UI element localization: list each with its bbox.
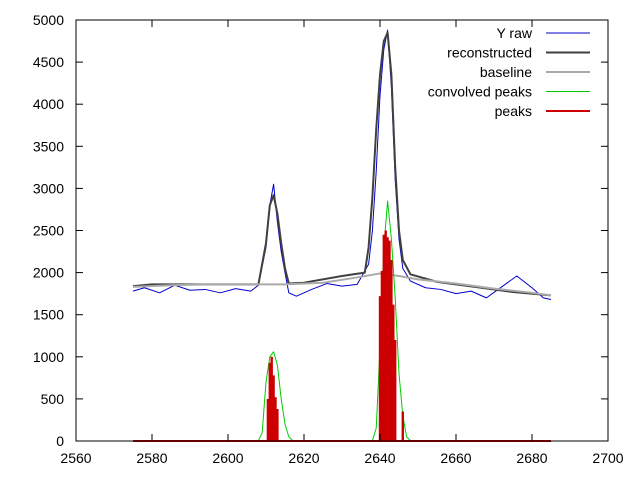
y-tick-label: 1000 — [33, 349, 64, 365]
axes: 2560 2580 2600 2620 2640 2660 2680 2700 0 500 1000… — [33, 12, 624, 466]
series-reconstructed-line — [132, 31, 552, 297]
legend-label-reconstructed: reconstructed — [447, 45, 532, 61]
y-tick-label: 5000 — [33, 12, 64, 28]
x-tick-label: 2580 — [136, 450, 167, 466]
x-tick-label: 2660 — [440, 450, 471, 466]
y-tick-label: 1500 — [33, 307, 64, 323]
series-baseline-line — [132, 272, 552, 297]
y-tick-label: 2000 — [33, 265, 64, 281]
legend-label-y-raw: Y raw — [496, 25, 532, 41]
y-tick-label: 500 — [41, 391, 65, 407]
x-tick-label: 2600 — [212, 450, 243, 466]
legend-label-peaks: peaks — [495, 103, 532, 119]
x-tick-label: 2620 — [288, 450, 319, 466]
y-tick-label: 2500 — [33, 223, 64, 239]
x-tick-label: 2640 — [364, 450, 395, 466]
y-tick-label: 3500 — [33, 138, 64, 154]
x-tick-label: 2700 — [592, 450, 623, 466]
y-tick-label: 4500 — [33, 54, 64, 70]
x-tick-label: 2680 — [516, 450, 547, 466]
y-tick-label: 4000 — [33, 96, 64, 112]
y-tick-label: 3000 — [33, 180, 64, 196]
series-y-raw-line — [132, 29, 552, 301]
legend: Y raw reconstructed baseline convolved peak… — [428, 25, 590, 119]
x-tick-label: 2560 — [60, 450, 91, 466]
legend-label-convolved-peaks: convolved peaks — [428, 84, 532, 100]
legend-label-baseline: baseline — [480, 64, 532, 80]
series-convolved-peaks-line — [133, 200, 551, 442]
y-tick-label: 0 — [56, 433, 64, 449]
